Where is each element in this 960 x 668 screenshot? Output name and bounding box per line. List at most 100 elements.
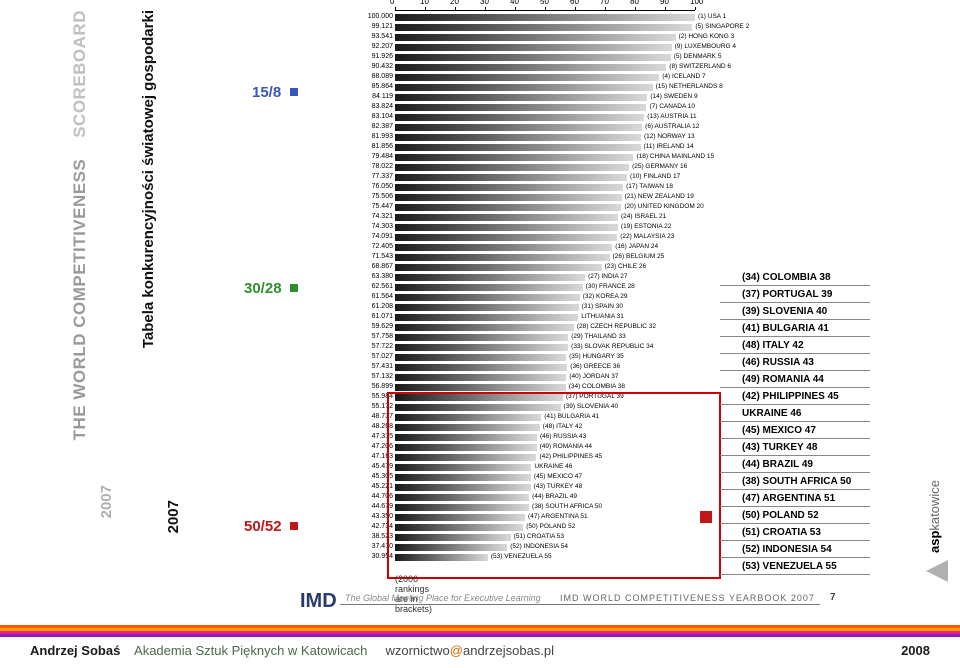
subtitle: Tabela konkurencyjności światowej gospod… bbox=[140, 10, 157, 348]
axis-tick-label: 10 bbox=[420, 0, 429, 6]
bar-value: 93.541 bbox=[363, 33, 393, 40]
bar-row bbox=[395, 244, 612, 251]
callout-b: 30/28 bbox=[244, 280, 282, 297]
bar-label: (28) CZECH REPUBLIC 32 bbox=[577, 323, 656, 330]
bar-row bbox=[395, 294, 580, 301]
bar-label: (32) KOREA 29 bbox=[583, 293, 628, 300]
bar-value: 71.543 bbox=[363, 253, 393, 260]
axis-tick-label: 70 bbox=[600, 0, 609, 6]
bar-value: 75.506 bbox=[363, 193, 393, 200]
bar-label: (10) FINLAND 17 bbox=[630, 173, 680, 180]
axis-tick-label: 80 bbox=[630, 0, 639, 6]
asp-a: asp bbox=[927, 531, 942, 553]
bar-row bbox=[395, 134, 641, 141]
axis-tick-label: 90 bbox=[660, 0, 669, 6]
right-list-marker bbox=[700, 511, 712, 523]
footer-email-at: @ bbox=[450, 643, 463, 658]
imd-yearbook: IMD WORLD COMPETITIVENESS YEARBOOK 2007 bbox=[560, 593, 815, 603]
bar-value: 78.022 bbox=[363, 163, 393, 170]
bar-value: 57.027 bbox=[363, 353, 393, 360]
footer-inst: Akademia Sztuk Pięknych w Katowicach bbox=[134, 643, 367, 658]
bar-label: LITHUANIA 31 bbox=[581, 313, 624, 320]
bar-label: (2) HONG KONG 3 bbox=[679, 33, 735, 40]
title-line1b: SCOREBOARD bbox=[70, 10, 89, 138]
bar-label: (8) SWITZERLAND 6 bbox=[669, 63, 731, 70]
right-list-item: (47) ARGENTINA 51 bbox=[742, 493, 835, 504]
bar-label: (23) CHILE 26 bbox=[605, 263, 647, 270]
axis-tick-label: 0 bbox=[390, 0, 394, 6]
page: THE WORLD COMPETITIVENESS SCOREBOARD 200… bbox=[0, 0, 960, 668]
bar-value: 90.432 bbox=[363, 63, 393, 70]
bar-row bbox=[395, 44, 672, 51]
bar-label: (12) NORWAY 13 bbox=[644, 133, 695, 140]
bar-label: (30) FRANCE 28 bbox=[586, 283, 635, 290]
bar-value: 92.207 bbox=[363, 43, 393, 50]
bar-label: (22) MALAYSIA 23 bbox=[620, 233, 674, 240]
right-list-item: (39) SLOVENIA 40 bbox=[742, 306, 827, 317]
highlight-box bbox=[387, 392, 721, 579]
bar-row bbox=[395, 364, 567, 371]
right-list-item: (34) COLOMBIA 38 bbox=[742, 272, 831, 283]
bar-label: (13) AUSTRIA 11 bbox=[647, 113, 696, 120]
bar-label: (35) HUNGARY 35 bbox=[569, 353, 624, 360]
bar-label: (24) ISRAEL 21 bbox=[621, 213, 666, 220]
bar-value: 83.824 bbox=[363, 103, 393, 110]
title-line1a: THE WORLD COMPETITIVENESS bbox=[70, 159, 89, 441]
bar-value: 59.629 bbox=[363, 323, 393, 330]
bar-label: (27) INDIA 27 bbox=[588, 273, 627, 280]
bar-label: (9) LUXEMBOURG 4 bbox=[675, 43, 736, 50]
bar-value: 61.564 bbox=[363, 293, 393, 300]
right-list-item: (41) BULGARIA 41 bbox=[742, 323, 829, 334]
bar-value: 85.864 bbox=[363, 83, 393, 90]
right-list-item: (52) INDONESIA 54 bbox=[742, 544, 832, 555]
bar-row bbox=[395, 234, 617, 241]
bar-row bbox=[395, 274, 585, 281]
bar-label: (11) IRELAND 14 bbox=[644, 143, 694, 150]
callout-marker-a bbox=[290, 88, 298, 96]
bar-value: 57.132 bbox=[363, 373, 393, 380]
bar-row bbox=[395, 114, 644, 121]
callout-marker-c bbox=[290, 522, 298, 530]
right-list-item: UKRAINE 46 bbox=[742, 408, 801, 419]
bar-row bbox=[395, 94, 647, 101]
bar-row bbox=[395, 34, 676, 41]
bar-value: 84.119 bbox=[363, 93, 393, 100]
imd-underline bbox=[340, 604, 820, 605]
bar-label: (17) TAIWAN 18 bbox=[626, 183, 673, 190]
bar-row bbox=[395, 284, 583, 291]
bar-label: (26) BELGIUM 25 bbox=[613, 253, 665, 260]
bar-row bbox=[395, 304, 579, 311]
callout-c: 50/52 bbox=[244, 518, 282, 535]
footer-year: 2008 bbox=[901, 643, 930, 658]
bar-value: 74.091 bbox=[363, 233, 393, 240]
right-list-item: (44) BRAZIL 49 bbox=[742, 459, 813, 470]
bar-label: (33) SLOVAK REPUBLIC 34 bbox=[571, 343, 653, 350]
bar-label: (36) GREECE 36 bbox=[570, 363, 620, 370]
right-list-item: (51) CROATIA 53 bbox=[742, 527, 821, 538]
right-list-item: (53) VENEZUELA 55 bbox=[742, 561, 837, 572]
footer-author: Andrzej Sobaś bbox=[30, 643, 120, 658]
imd-tagline: The Global Meeting Place for Executive L… bbox=[345, 593, 541, 603]
stripe-bar bbox=[0, 634, 960, 637]
right-list-item: (49) ROMANIA 44 bbox=[742, 374, 824, 385]
bar-value: 62.561 bbox=[363, 283, 393, 290]
bar-value: 74.303 bbox=[363, 223, 393, 230]
bar-row bbox=[395, 214, 618, 221]
bar-label: (5) DENMARK 5 bbox=[674, 53, 722, 60]
bar-row bbox=[395, 254, 610, 261]
bar-value: 81.993 bbox=[363, 133, 393, 140]
bar-value: 57.758 bbox=[363, 333, 393, 340]
right-list-item: (50) POLAND 52 bbox=[742, 510, 819, 521]
bar-value: 75.447 bbox=[363, 203, 393, 210]
axis-tick-label: 50 bbox=[540, 0, 549, 6]
bar-row bbox=[395, 54, 671, 61]
bar-row bbox=[395, 144, 641, 151]
bar-value: 77.337 bbox=[363, 173, 393, 180]
right-list-item: (46) RUSSIA 43 bbox=[742, 357, 814, 368]
bar-row bbox=[395, 324, 574, 331]
bar-row bbox=[395, 374, 566, 381]
bar-row bbox=[395, 14, 695, 21]
bar-value: 100.000 bbox=[363, 13, 393, 20]
right-list-item: (45) MEXICO 47 bbox=[742, 425, 816, 436]
right-list-item: (48) ITALY 42 bbox=[742, 340, 804, 351]
